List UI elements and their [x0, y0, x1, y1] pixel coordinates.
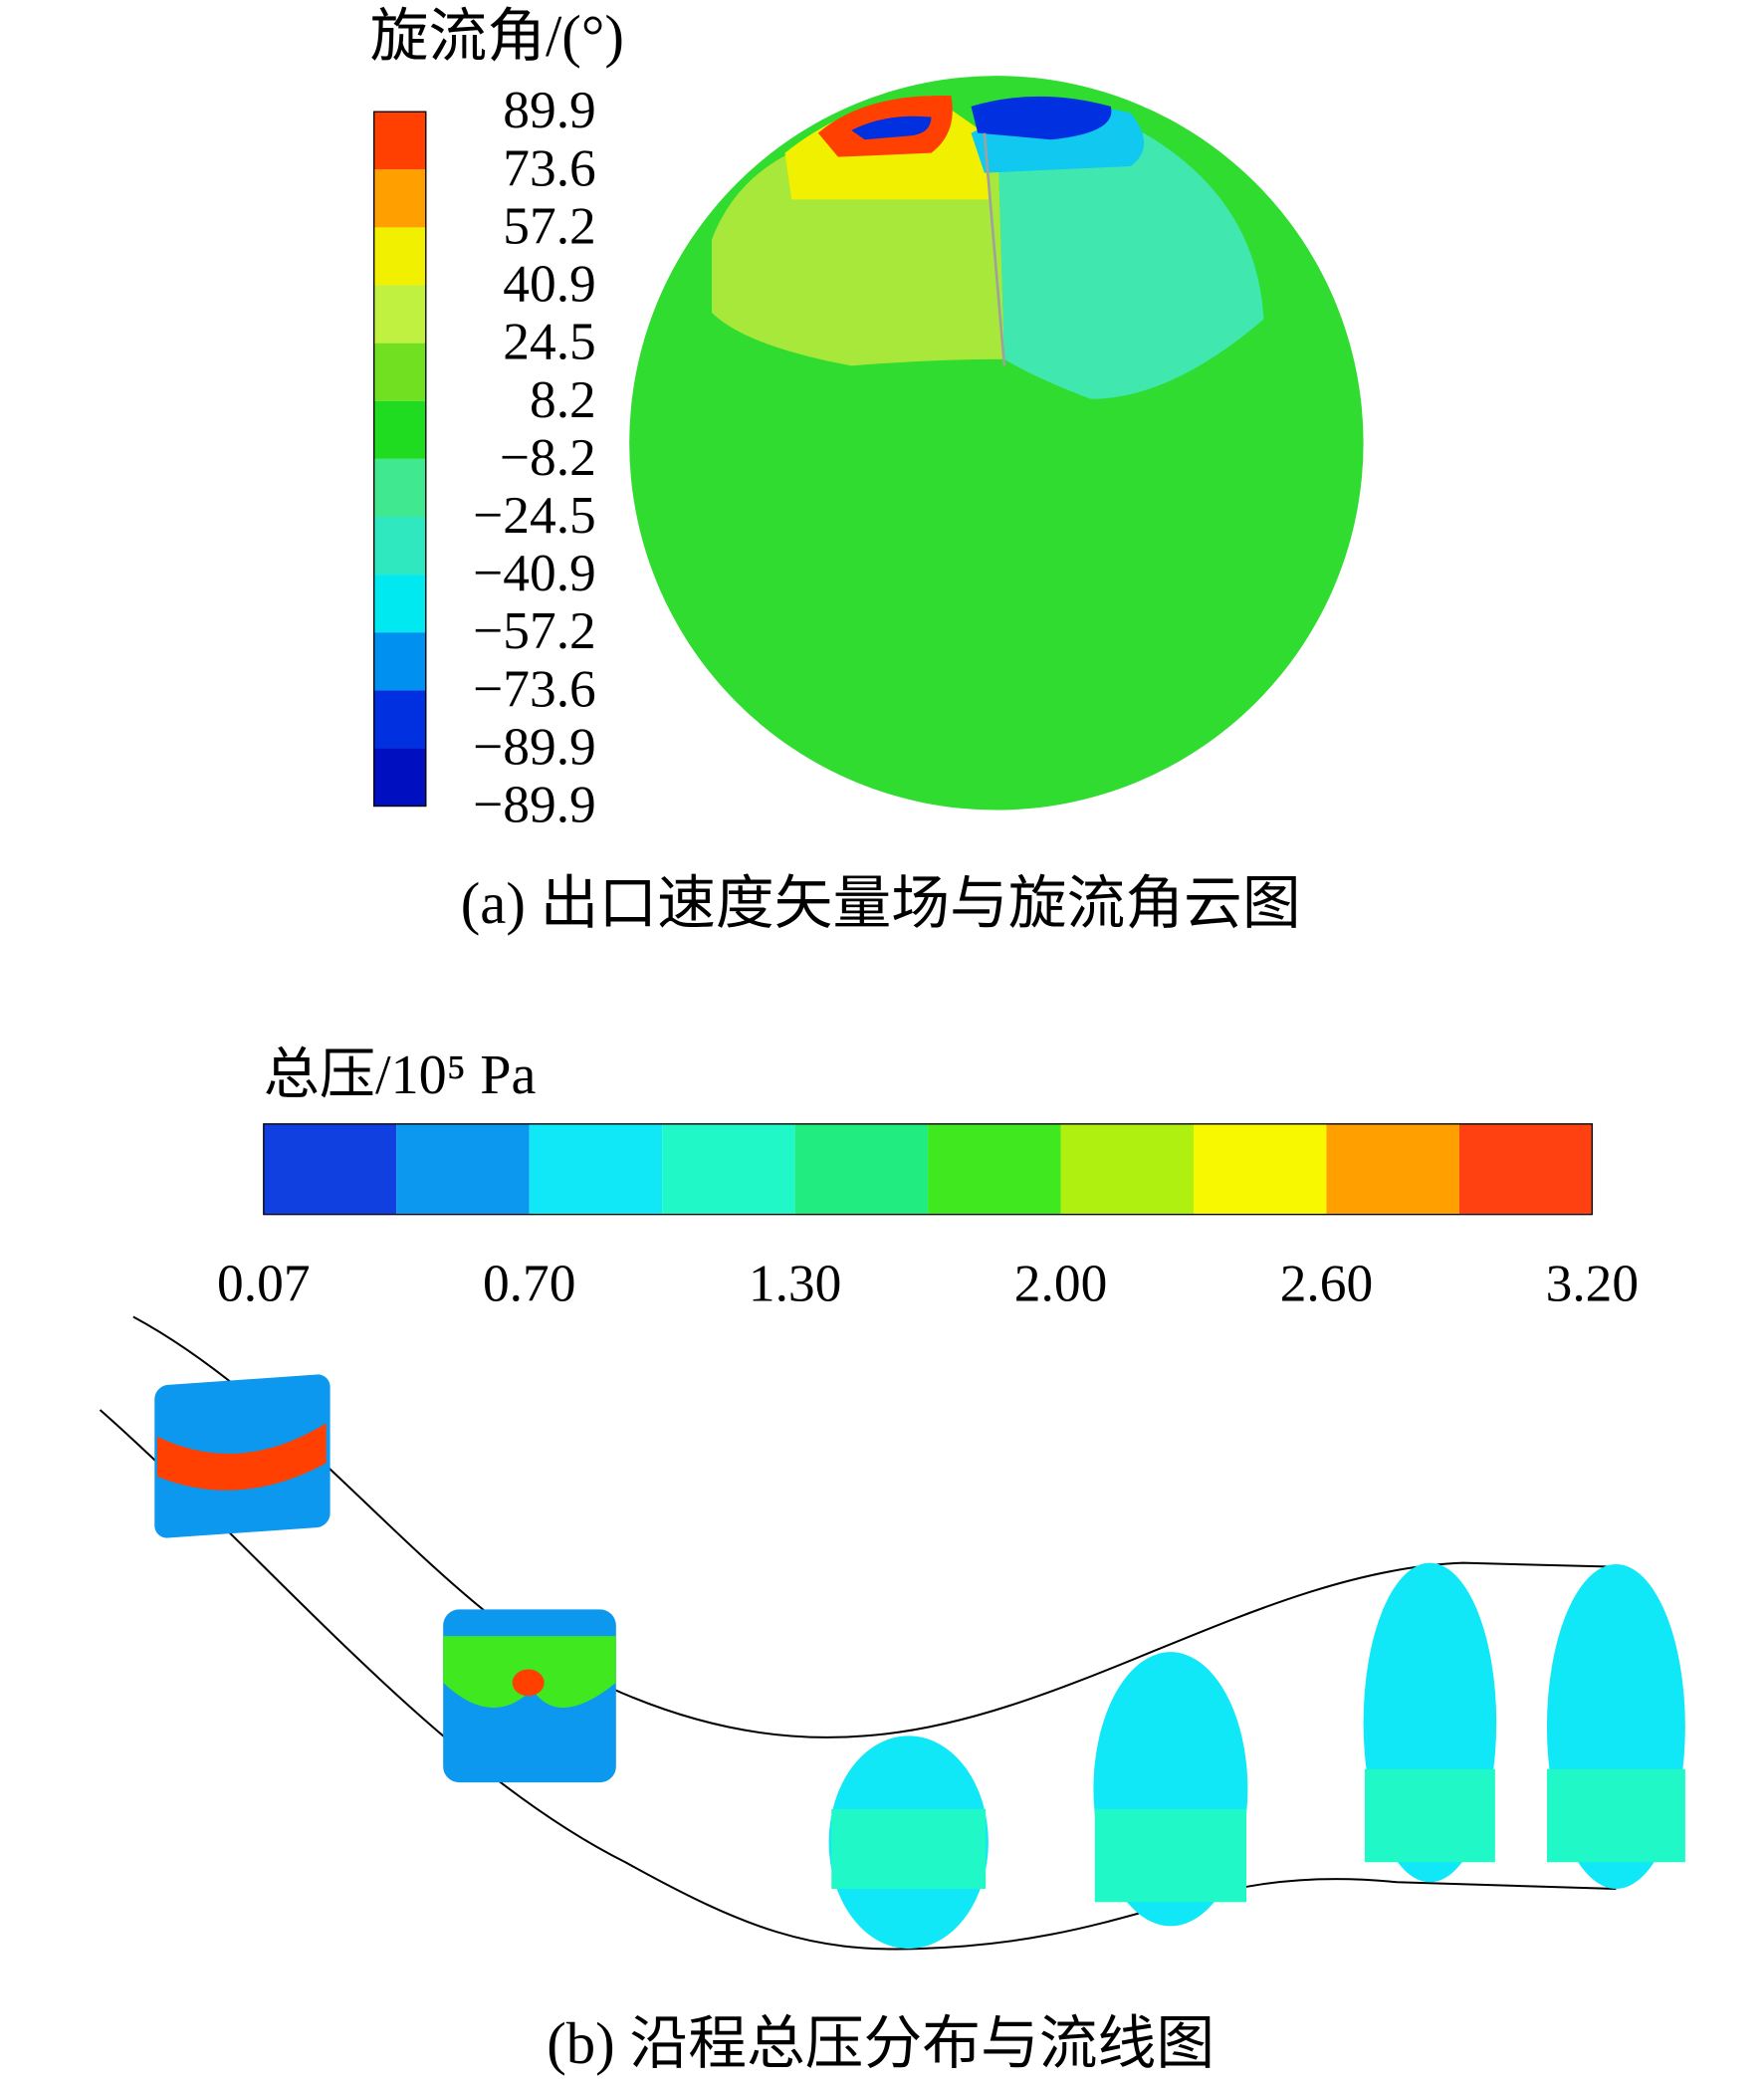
color-swatch: [1326, 1123, 1459, 1215]
colorbar-frame: [373, 111, 427, 808]
color-swatch: [373, 575, 426, 633]
color-swatch: [263, 1123, 397, 1215]
caption-a: (a) 出口速度矢量场与旋流角云图: [461, 871, 1301, 936]
legend-label: 8.2: [530, 369, 596, 429]
legend-label: −89.9: [473, 775, 596, 834]
legend-label: 57.2: [503, 195, 595, 255]
color-swatch: [373, 285, 426, 344]
tick-label: 3.20: [1546, 1253, 1640, 1312]
color-swatch: [373, 690, 426, 749]
caption-b: (b) 沿程总压分布与流线图: [547, 2011, 1214, 2076]
tick-label: 0.07: [217, 1253, 310, 1312]
legend-label: 73.6: [503, 137, 595, 197]
legend-label: −8.2: [500, 427, 596, 487]
colorbar-frame: [263, 1123, 1594, 1216]
legend-title: 总压/10⁵ Pa: [264, 1044, 537, 1106]
legend-label: 24.5: [503, 312, 595, 371]
color-swatch: [662, 1123, 795, 1215]
legend-label: −73.6: [473, 658, 596, 718]
colorbar-a: 89.973.657.240.924.58.2−8.2−24.5−40.9−57…: [373, 80, 596, 834]
tick-label: 2.00: [1014, 1253, 1108, 1312]
legend-label: 40.9: [503, 254, 595, 314]
legend-label: 89.9: [503, 80, 595, 139]
color-swatch: [396, 1123, 530, 1215]
tick-label: 1.30: [749, 1253, 842, 1312]
sections: [154, 1374, 1685, 1950]
color-swatch: [373, 169, 426, 228]
color-swatch: [373, 112, 426, 170]
color-swatch: [373, 458, 426, 517]
legend-label: −40.9: [473, 543, 596, 602]
sphere: [629, 76, 1364, 810]
color-swatch: [1060, 1123, 1194, 1215]
tick-label: 0.70: [483, 1253, 575, 1312]
legend-title: 旋流角/(°): [370, 4, 624, 69]
colorbar-b: 0.07 0.70 1.30 2.00 2.60 3.20: [217, 1123, 1640, 1312]
legend-label: −89.9: [473, 716, 596, 776]
legend-label: −57.2: [473, 600, 596, 660]
color-swatch: [373, 343, 426, 401]
color-swatch: [373, 632, 426, 691]
color-swatch: [1193, 1123, 1327, 1215]
color-swatch: [373, 227, 426, 286]
color-swatch: [373, 516, 426, 576]
color-swatch: [529, 1123, 663, 1215]
color-swatch: [373, 748, 426, 807]
tick-label: 2.60: [1280, 1253, 1374, 1312]
color-swatch: [373, 400, 426, 459]
color-swatch: [1458, 1123, 1593, 1215]
color-swatch: [794, 1123, 929, 1215]
legend-label: −24.5: [473, 485, 596, 545]
color-swatch: [928, 1123, 1061, 1215]
